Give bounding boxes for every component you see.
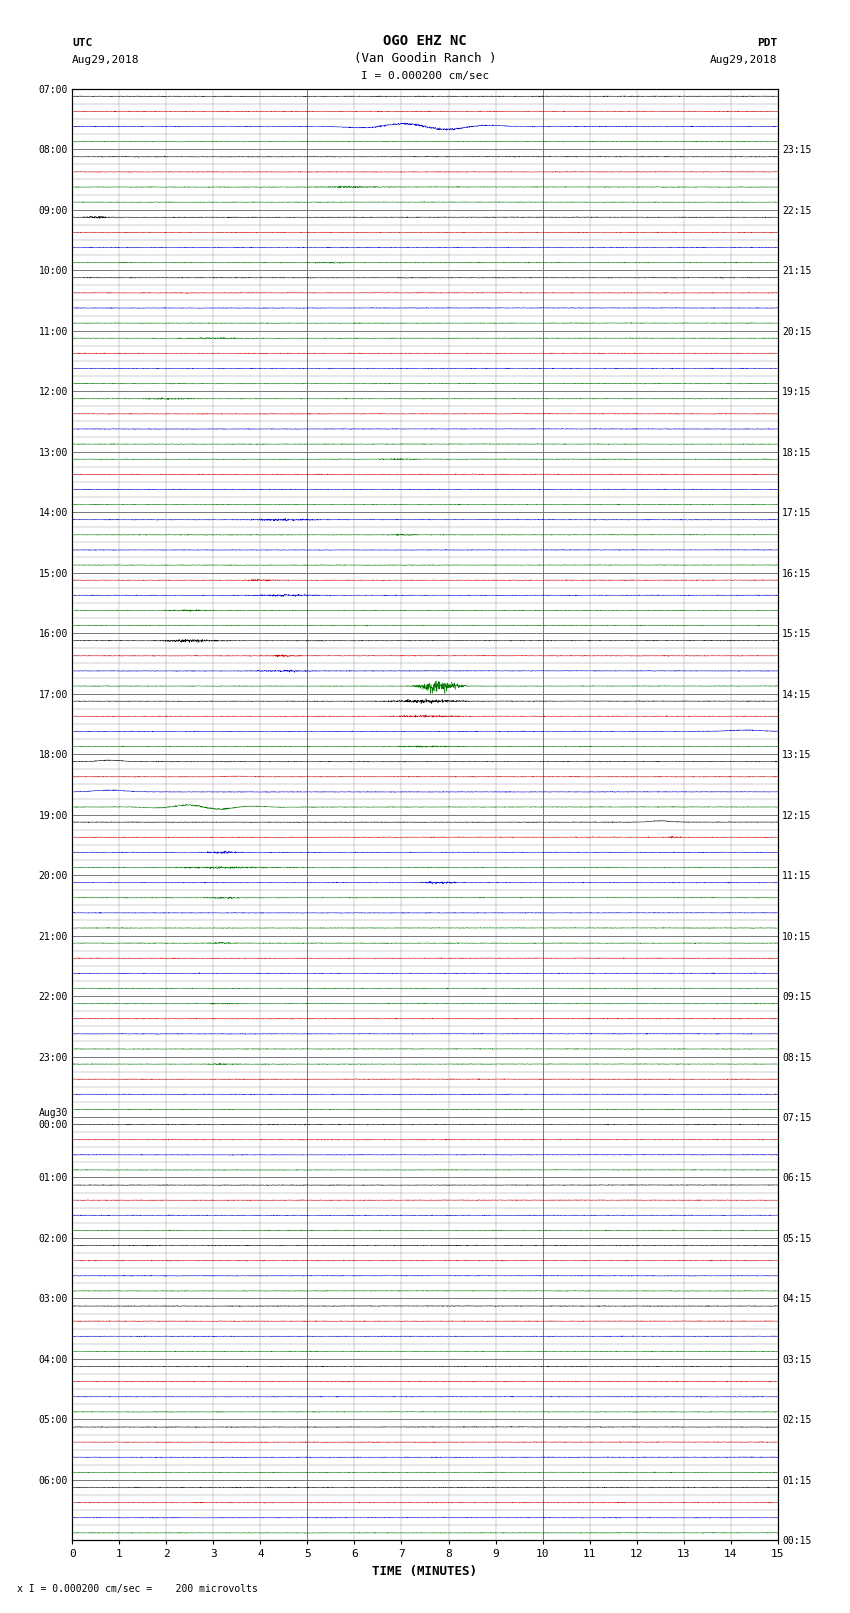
Text: UTC: UTC [72,39,93,48]
Text: Aug29,2018: Aug29,2018 [711,55,778,65]
Text: Aug29,2018: Aug29,2018 [72,55,139,65]
X-axis label: TIME (MINUTES): TIME (MINUTES) [372,1565,478,1578]
Text: I = 0.000200 cm/sec: I = 0.000200 cm/sec [361,71,489,81]
Text: (Van Goodin Ranch ): (Van Goodin Ranch ) [354,52,496,65]
Text: PDT: PDT [757,39,778,48]
Text: OGO EHZ NC: OGO EHZ NC [383,34,467,48]
Text: x I = 0.000200 cm/sec =    200 microvolts: x I = 0.000200 cm/sec = 200 microvolts [17,1584,258,1594]
